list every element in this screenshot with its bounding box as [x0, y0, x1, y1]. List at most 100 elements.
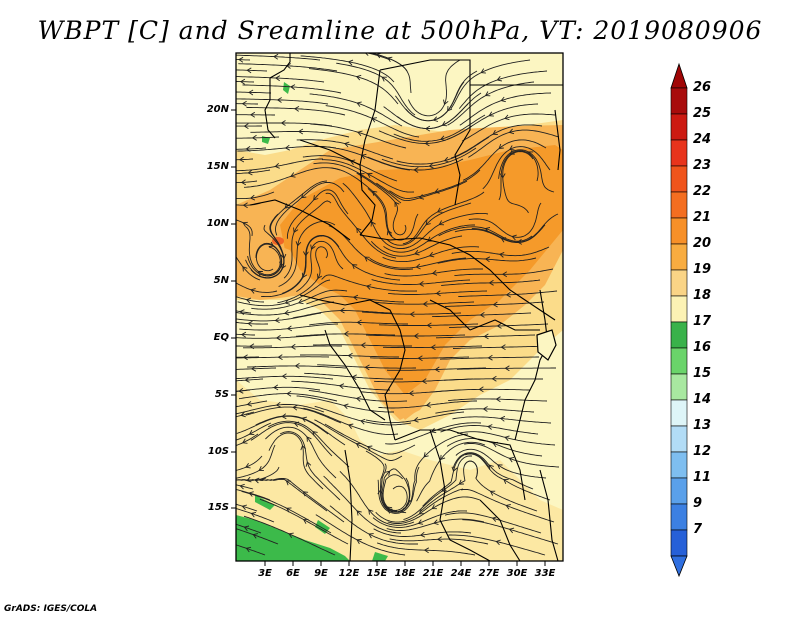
streamline — [378, 125, 473, 144]
streamline-arrow — [242, 221, 248, 228]
streamline — [236, 282, 278, 293]
streamline-arrow — [355, 396, 362, 402]
colorbar-label: 25 — [693, 106, 712, 121]
colorbar-label: 14 — [693, 392, 712, 407]
streamline-arrow — [488, 279, 494, 286]
streamline — [236, 334, 326, 339]
streamline — [236, 81, 255, 83]
streamline-arrow — [479, 312, 485, 318]
streamline-arrow — [352, 294, 359, 301]
streamline — [459, 92, 552, 126]
streamline-arrow — [497, 464, 503, 470]
streamline — [268, 432, 324, 490]
streamline-arrow — [423, 547, 430, 554]
streamline-arrow — [505, 504, 511, 510]
streamline-arrow — [508, 456, 515, 463]
streamlines — [236, 53, 560, 556]
streamline — [236, 158, 254, 161]
streamline-arrow — [424, 125, 431, 132]
streamline — [296, 139, 394, 160]
streamline-arrow — [298, 298, 304, 305]
streamline — [407, 59, 461, 117]
streamline-arrow — [488, 111, 494, 117]
streamline — [445, 301, 545, 307]
streamline — [237, 279, 331, 307]
streamline-arrow — [338, 383, 345, 390]
streamline-arrow — [492, 301, 498, 308]
streamline-arrow — [483, 333, 489, 340]
lon-label: 12E — [338, 568, 360, 579]
streamline — [277, 246, 328, 304]
streamline — [378, 323, 479, 326]
streamline-arrow — [491, 375, 497, 382]
streamline — [291, 380, 390, 391]
streamline — [454, 224, 546, 243]
streamline — [236, 404, 325, 415]
streamline — [260, 477, 345, 523]
lon-label: 33E — [534, 568, 556, 579]
colorbar-label: 17 — [693, 314, 712, 329]
streamline — [409, 433, 469, 503]
streamline — [366, 411, 465, 424]
streamline — [416, 441, 486, 502]
streamline — [375, 488, 464, 523]
streamline — [303, 407, 399, 435]
streamline — [236, 54, 321, 61]
streamline — [259, 498, 349, 545]
streamline-arrow — [364, 53, 369, 56]
streamline-arrow — [409, 311, 415, 318]
streamline — [324, 423, 416, 455]
streamline — [385, 422, 482, 445]
streamline — [448, 534, 546, 556]
streamline — [236, 312, 322, 322]
streamline — [457, 431, 556, 446]
colorbar-bottom-arrow — [670, 555, 688, 578]
streamline-arrow — [394, 201, 400, 207]
colorbar-label: 9 — [693, 496, 703, 511]
streamline-arrow — [241, 100, 247, 107]
streamline — [236, 489, 271, 501]
colorbar-label: 15 — [693, 366, 712, 381]
streamline-arrow — [357, 130, 363, 137]
colorbar-box — [670, 529, 688, 557]
streamline — [436, 334, 536, 339]
streamline-arrow — [239, 78, 246, 85]
streamline-arrow — [355, 74, 362, 81]
streamline-arrow — [258, 465, 264, 471]
streamline-arrow — [310, 244, 316, 250]
streamline-arrow — [496, 323, 502, 329]
streamline — [321, 274, 418, 292]
streamline — [286, 189, 349, 239]
streamline-arrow — [313, 195, 319, 201]
wbpt-green-patch — [255, 495, 275, 510]
streamline-arrow — [302, 518, 309, 524]
streamline-arrow — [430, 427, 437, 434]
streamline-arrow — [252, 533, 258, 539]
streamline-arrow — [366, 173, 373, 179]
streamline — [381, 147, 477, 168]
streamline-arrow — [240, 411, 246, 418]
streamline-arrow — [245, 297, 252, 304]
lat-label: 20N — [206, 104, 229, 115]
streamline — [275, 181, 345, 236]
streamline-arrow — [370, 221, 376, 227]
streamline-arrow — [274, 317, 280, 324]
streamline — [239, 323, 339, 331]
colorbar-box — [670, 191, 688, 219]
streamline — [443, 378, 543, 381]
colorbar-box — [670, 347, 688, 375]
lat-label: 15S — [207, 502, 229, 513]
streamline-arrow — [438, 220, 445, 226]
streamline-arrow — [499, 415, 506, 422]
streamline — [236, 484, 254, 490]
streamline-arrow — [303, 251, 309, 257]
lon-label: 9E — [314, 568, 328, 579]
colorbar-label: 20 — [693, 236, 712, 251]
colorbar-box — [670, 243, 688, 271]
streamline-arrow — [504, 365, 510, 372]
streamline — [236, 508, 275, 523]
streamline-arrow — [356, 227, 362, 234]
streamline — [456, 367, 556, 370]
streamline-arrow — [426, 322, 432, 329]
